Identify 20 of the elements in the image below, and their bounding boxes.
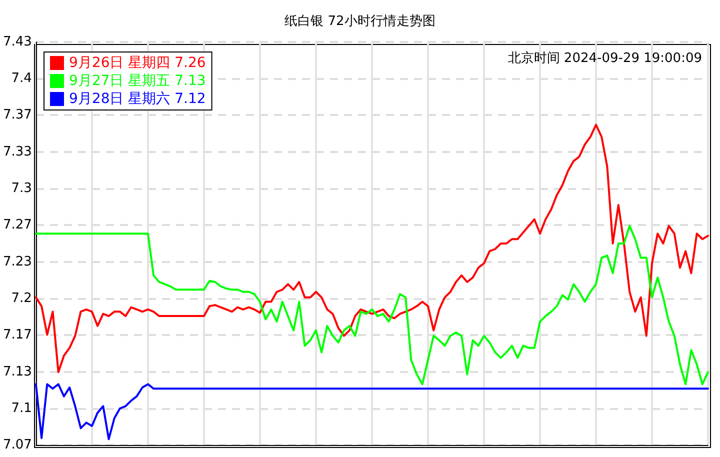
line-series: [34, 224, 709, 386]
y-tick-label: 7.37: [2, 108, 32, 123]
y-tick-label: 7.1: [11, 400, 32, 416]
legend-label: 9月28日 星期六 7.12: [69, 91, 206, 107]
y-tick-label: 7.13: [2, 364, 32, 380]
y-tick-label: 7.3: [11, 181, 32, 196]
legend-label: 9月27日 星期五 7.13: [69, 73, 206, 89]
y-tick-label: 7.23: [2, 254, 32, 270]
y-tick-label: 7.2: [11, 290, 32, 306]
line-series: [34, 383, 709, 440]
y-tick-label: 7.4: [11, 71, 32, 86]
chart-title: 纸白银 72小时行情走势图: [284, 14, 436, 29]
y-tick-label: 7.33: [2, 144, 32, 160]
y-tick-label: 7.07: [2, 438, 32, 452]
y-tick-label: 7.43: [2, 34, 32, 50]
y-tick-label: 7.27: [2, 218, 32, 233]
y-tick-label: 7.17: [2, 328, 32, 343]
annotation: 北京时间 2024-09-29 19:00:09: [508, 51, 702, 66]
legend-label: 9月26日 星期四 7.26: [69, 55, 206, 71]
line-series: [34, 124, 709, 374]
